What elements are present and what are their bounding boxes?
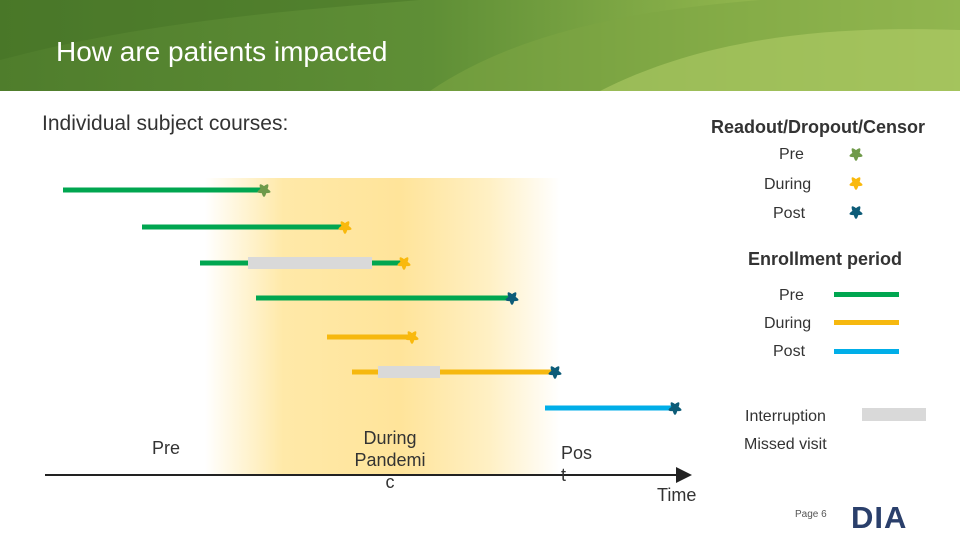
legend-enroll-pre-label: Pre bbox=[779, 287, 804, 304]
svg-text:DIA: DIA bbox=[851, 500, 907, 532]
legend-missed-visit-label: Missed visit bbox=[744, 436, 827, 453]
dia-logo-mark: DIA bbox=[851, 500, 907, 535]
legend-readout-pre-label: Pre bbox=[779, 146, 804, 163]
readout-star-icon bbox=[548, 366, 562, 379]
legend-readout-title: Readout/Dropout/Censor bbox=[711, 117, 925, 137]
legend-readout-during-label: During bbox=[764, 176, 812, 193]
flower-star-icon-pre bbox=[849, 148, 863, 161]
legend-line-during bbox=[834, 320, 899, 325]
legend-interruption-swatch bbox=[862, 408, 926, 421]
dia-logo: DIA bbox=[850, 500, 912, 537]
page-title: How are patients impacted bbox=[56, 36, 388, 67]
readout-star-icon bbox=[668, 402, 682, 415]
legend-enroll-post-label: Post bbox=[773, 343, 806, 360]
readout-star-icon bbox=[397, 257, 411, 270]
legend-line-post bbox=[834, 349, 899, 354]
readout-star-icon bbox=[405, 331, 419, 344]
flower-star-icon-during bbox=[849, 177, 863, 190]
readout-star-icon bbox=[505, 292, 519, 305]
header-banner: How are patients impacted bbox=[0, 0, 960, 91]
legend-enroll-during-label: During bbox=[764, 315, 812, 332]
interruption-bar bbox=[248, 257, 372, 269]
legend-interruption-label: Interruption bbox=[745, 408, 826, 425]
period-label-pre: Pre bbox=[152, 438, 181, 458]
flower-star-icon-post bbox=[849, 206, 863, 219]
period-label-post: Pos t bbox=[561, 443, 593, 485]
readout-star-icon bbox=[257, 184, 271, 197]
period-label-during: During Pandemi c bbox=[354, 428, 426, 492]
time-axis-label: Time bbox=[657, 485, 697, 505]
legend-line-pre bbox=[834, 292, 899, 297]
subtitle: Individual subject courses: bbox=[42, 112, 289, 135]
interruption-bar bbox=[378, 366, 440, 378]
legend-enrollment-title: Enrollment period bbox=[748, 249, 903, 269]
header-swoosh-decoration bbox=[0, 0, 960, 91]
legend-readout-post-label: Post bbox=[773, 205, 806, 222]
readout-star-icon bbox=[338, 221, 352, 234]
page-number: Page 6 bbox=[795, 509, 827, 520]
